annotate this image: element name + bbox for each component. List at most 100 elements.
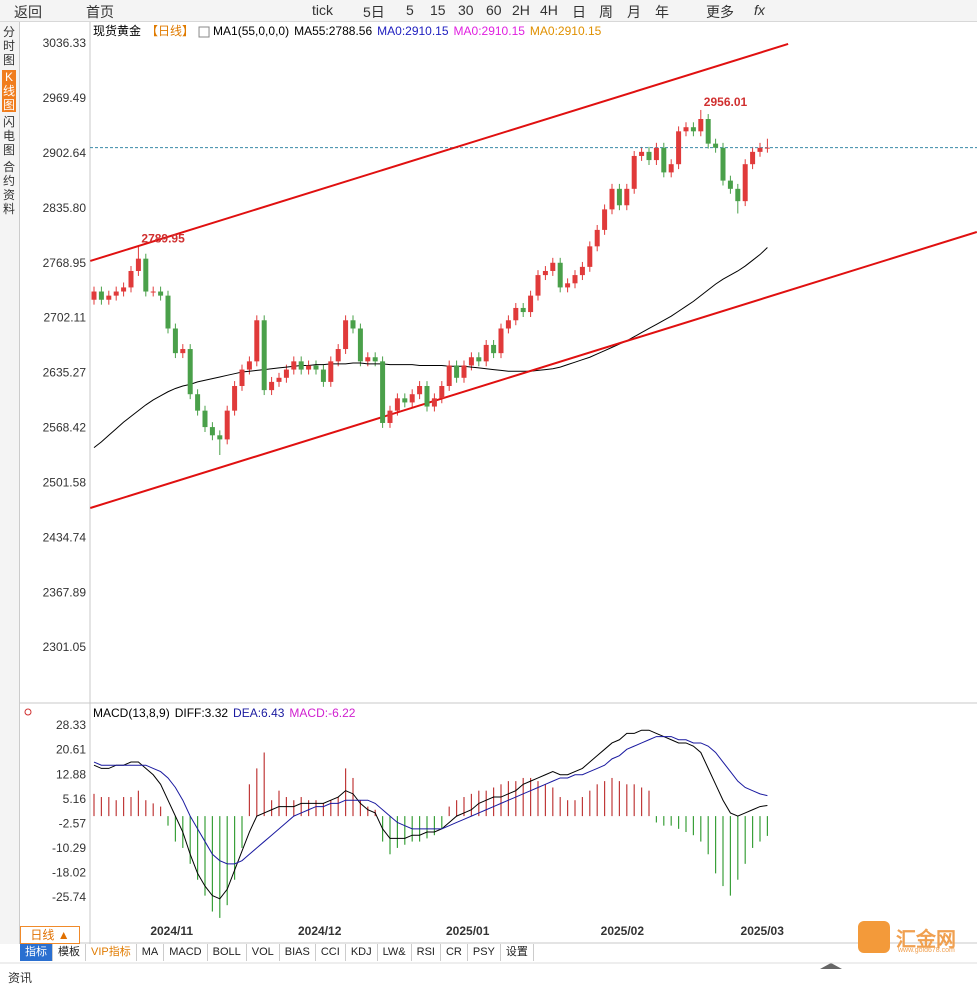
candle-body bbox=[602, 209, 608, 230]
side-tab[interactable]: 分时图 bbox=[2, 25, 15, 67]
y-tick-label: 2367.89 bbox=[43, 585, 87, 599]
y-tick-label: 12.88 bbox=[56, 767, 86, 781]
candle-body bbox=[594, 229, 600, 247]
candle-body bbox=[764, 147, 770, 149]
side-tab[interactable]: K线图 bbox=[2, 70, 16, 112]
x-tick-label: 2025/01 bbox=[446, 924, 490, 938]
candle-body bbox=[690, 127, 696, 132]
candle-body bbox=[742, 164, 748, 202]
candle-body bbox=[424, 386, 430, 407]
indicator-tab[interactable]: MA bbox=[137, 944, 165, 961]
y-tick-label: 2434.74 bbox=[43, 530, 87, 544]
candle-body bbox=[705, 118, 711, 144]
indicator-tab[interactable]: 模板 bbox=[53, 944, 86, 961]
fx-button[interactable]: fx bbox=[754, 2, 765, 18]
period-button[interactable]: 4H bbox=[540, 2, 558, 18]
candle-body bbox=[454, 365, 460, 378]
period-button[interactable]: 月 bbox=[627, 4, 641, 20]
candle-body bbox=[661, 147, 667, 173]
indicator-tab[interactable]: RSI bbox=[412, 944, 441, 961]
period-button[interactable]: 5 bbox=[406, 2, 414, 18]
candle-body bbox=[106, 295, 112, 300]
candle-body bbox=[513, 307, 519, 321]
candle-body bbox=[269, 381, 275, 391]
candle-body bbox=[232, 386, 238, 411]
period-button[interactable]: 年 bbox=[655, 4, 669, 20]
side-tab[interactable]: 闪电图 bbox=[2, 115, 15, 157]
candle-body bbox=[468, 357, 474, 366]
chart-title: 现货黄金 bbox=[93, 23, 141, 38]
watermark: 汇金网 www.gold678.com bbox=[858, 921, 956, 954]
indicator-tab[interactable]: 指标 bbox=[20, 944, 53, 961]
period-button[interactable]: 日 bbox=[572, 4, 586, 20]
legend-item: MA0:2910.15 bbox=[454, 24, 526, 38]
period-tab[interactable]: 日线 ▲ bbox=[20, 926, 80, 944]
candle-body bbox=[431, 398, 437, 407]
legend-item: MA55:2788.56 bbox=[294, 24, 372, 38]
period-button[interactable]: 30 bbox=[458, 2, 474, 18]
indicator-tab[interactable]: BOLL bbox=[208, 944, 247, 961]
indicator-tab[interactable]: CR bbox=[441, 944, 468, 961]
period-button[interactable]: 5日 bbox=[363, 4, 385, 20]
indicator-tab[interactable]: VIP指标 bbox=[86, 944, 137, 961]
candle-body bbox=[195, 394, 201, 411]
x-tick-label: 2024/12 bbox=[298, 924, 342, 938]
candle-body bbox=[128, 270, 134, 288]
indicator-tab[interactable]: MACD bbox=[164, 944, 208, 961]
period-button[interactable]: 15 bbox=[430, 2, 446, 18]
more-button[interactable]: 更多 bbox=[706, 4, 734, 20]
news-tab[interactable]: 资讯 bbox=[8, 971, 33, 985]
candle-body bbox=[639, 151, 645, 156]
candle-body bbox=[135, 258, 141, 271]
indicator-tab[interactable]: VOL bbox=[247, 944, 280, 961]
ma-line bbox=[93, 247, 768, 449]
side-tab[interactable]: 合约资料 bbox=[2, 160, 15, 216]
x-tick-label: 2025/02 bbox=[601, 924, 645, 938]
candle-body bbox=[254, 320, 260, 362]
candle-body bbox=[631, 155, 637, 189]
period-button[interactable]: tick bbox=[312, 2, 333, 18]
candle-body bbox=[535, 275, 541, 296]
trend-line bbox=[90, 231, 977, 509]
candle-body bbox=[757, 147, 763, 152]
indicator-tab[interactable]: PSY bbox=[468, 944, 501, 961]
y-tick-label: 3036.33 bbox=[43, 36, 87, 50]
candle-body bbox=[217, 435, 223, 440]
candle-body bbox=[491, 344, 497, 354]
indicator-tab[interactable]: LW& bbox=[378, 944, 412, 961]
candle-body bbox=[365, 357, 371, 362]
candle-body bbox=[476, 357, 482, 362]
candle-body bbox=[187, 349, 193, 395]
y-tick-label: 2635.27 bbox=[43, 366, 87, 380]
period-button[interactable]: 周 bbox=[599, 4, 613, 20]
candle-body bbox=[572, 275, 578, 284]
candle-body bbox=[720, 147, 726, 181]
indicator-tabs: 指标 模板 VIP指标 MA MACD BOLL VOL BIAS CCI KDJ LW& RSI CR… bbox=[20, 944, 534, 961]
indicator-tab[interactable]: CCI bbox=[316, 944, 346, 961]
back-button[interactable]: 返回 bbox=[14, 4, 42, 20]
x-tick-label: 2025/03 bbox=[741, 924, 785, 938]
candle-body bbox=[224, 410, 230, 440]
candle-body bbox=[91, 291, 97, 300]
indicator-tab[interactable]: BIAS bbox=[280, 944, 316, 961]
candle-body bbox=[357, 328, 363, 362]
high-label: 2956.01 bbox=[704, 95, 748, 109]
candle-body bbox=[380, 361, 386, 423]
period-button[interactable]: 60 bbox=[486, 2, 502, 18]
candle-body bbox=[372, 357, 378, 362]
candle-body bbox=[483, 344, 489, 362]
home-button[interactable]: 首页 bbox=[86, 4, 114, 20]
candle-body bbox=[653, 147, 659, 161]
candle-body bbox=[750, 151, 756, 165]
legend-item: MA0:2910.15 bbox=[530, 24, 602, 38]
indicator-tab[interactable]: 设置 bbox=[501, 944, 534, 961]
candle-body bbox=[335, 349, 341, 362]
candle-body bbox=[676, 131, 682, 165]
legend-item: MA0:2910.15 bbox=[377, 24, 449, 38]
period-button[interactable]: 2H bbox=[512, 2, 530, 18]
watermark-text: 汇金网 bbox=[896, 928, 956, 951]
indicator-tab[interactable]: KDJ bbox=[346, 944, 378, 961]
x-tick-label: 2024/11 bbox=[150, 924, 193, 938]
plot-area bbox=[90, 43, 977, 509]
